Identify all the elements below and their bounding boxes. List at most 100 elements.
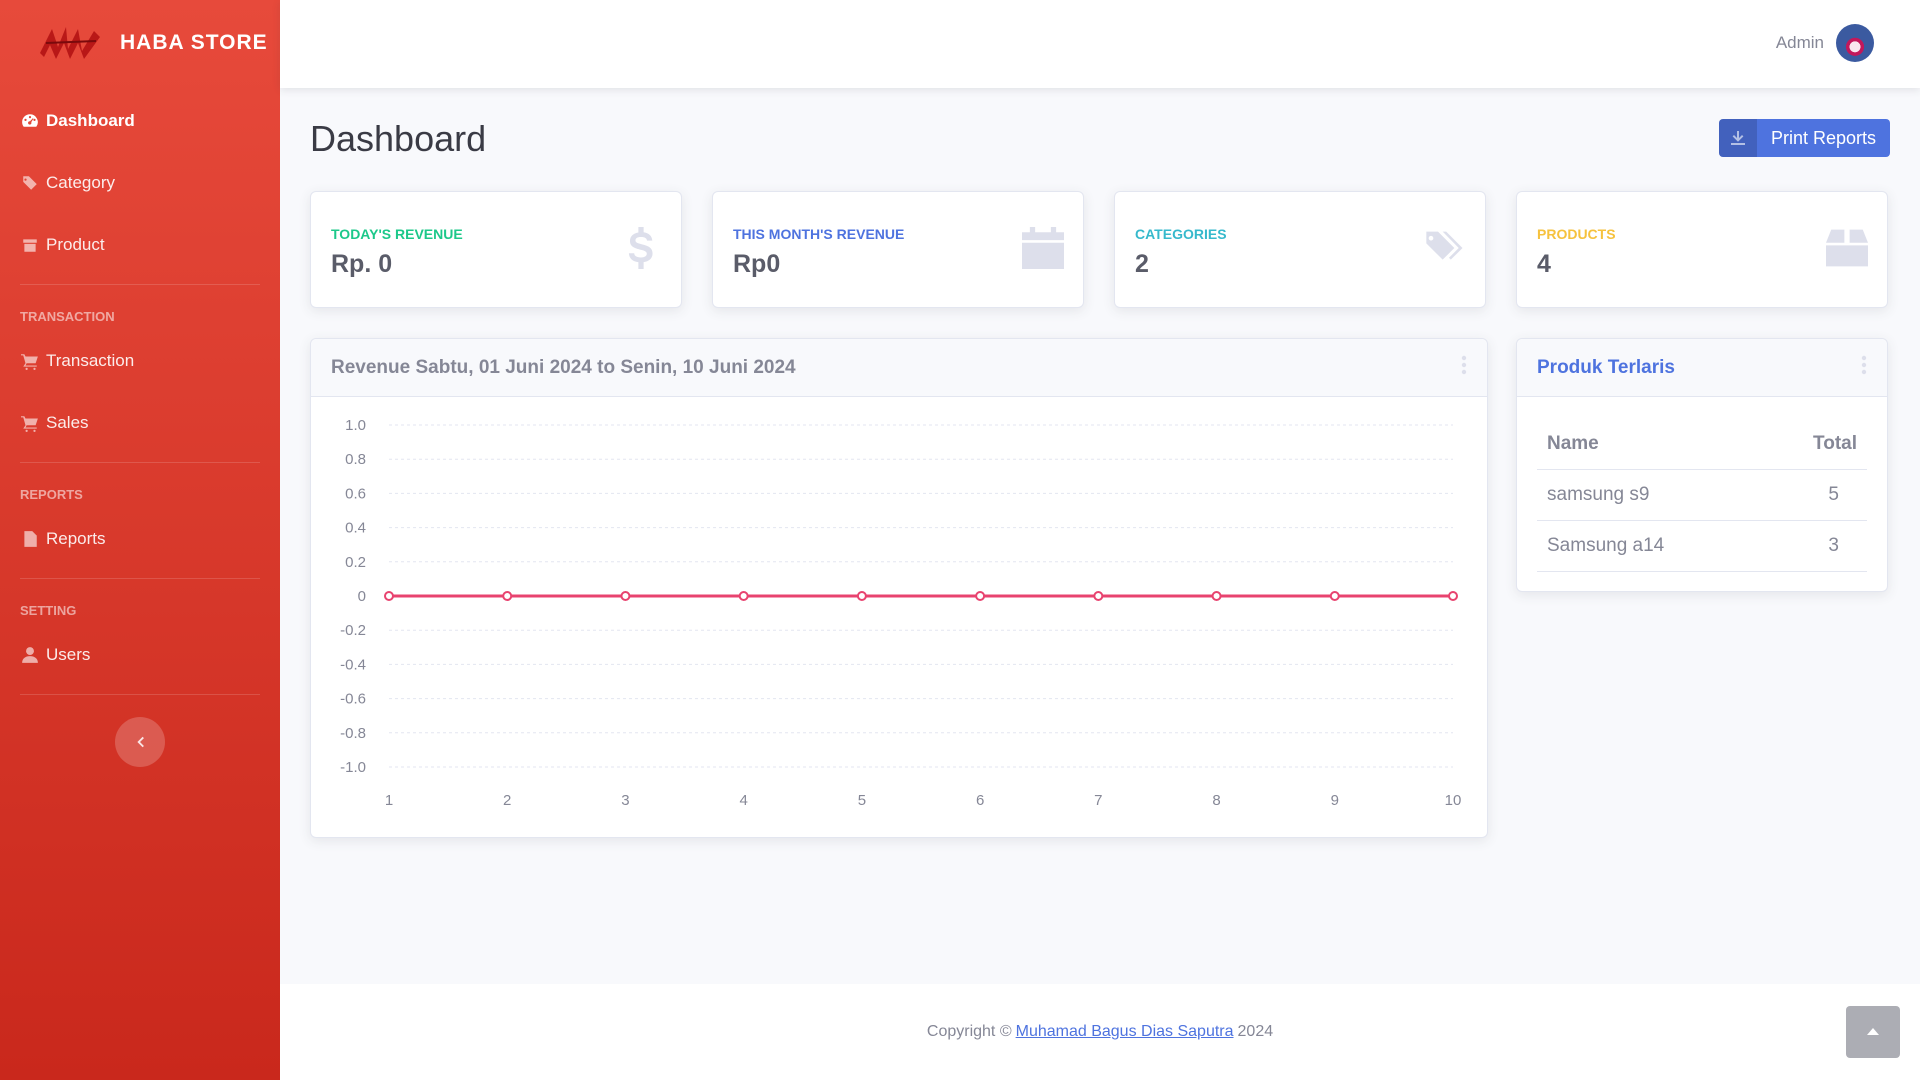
x-tick-label: 6 xyxy=(976,792,984,809)
tags-icon xyxy=(20,174,40,192)
dollar-icon xyxy=(619,226,663,270)
download-icon xyxy=(1718,119,1757,157)
avatar xyxy=(1836,24,1874,62)
x-tick-label: 10 xyxy=(1445,792,1462,809)
sidebar-item-label: Category xyxy=(46,173,115,192)
revenue-chart-title: Revenue Sabtu, 01 Juni 2024 to Senin, 10… xyxy=(331,356,796,378)
product-name: Samsung a14 xyxy=(1537,520,1763,572)
data-point xyxy=(1093,591,1104,601)
x-tick-label: 4 xyxy=(739,792,747,809)
sidebar-heading-reports: REPORTS xyxy=(20,487,83,502)
sidebar: HABA STORE Dashboard Category Product TR… xyxy=(0,0,280,1080)
product-total: 5 xyxy=(1762,469,1867,521)
y-tick-label: -0.2 xyxy=(340,622,366,639)
data-point xyxy=(502,591,513,601)
y-tick-label: 0 xyxy=(358,588,366,605)
stat-value: Rp0 xyxy=(733,250,781,278)
file-icon xyxy=(20,530,40,548)
scroll-to-top-button[interactable] xyxy=(1846,1006,1900,1058)
sidebar-heading-setting: SETTING xyxy=(20,603,77,618)
revenue-line-chart: 1.0 0.8 0.6 0.4 0.2 0 -0.2 -0.4 -0.6 -0.8 -1.0 1 2 3 4… xyxy=(340,417,1462,809)
box-icon xyxy=(20,236,40,254)
copyright-prefix: Copyright © xyxy=(926,1023,1012,1040)
card-header: Produk Terlaris xyxy=(1517,339,1887,397)
product-total: 3 xyxy=(1762,520,1867,572)
column-header-total: Total xyxy=(1762,419,1867,470)
cart-icon xyxy=(20,352,40,370)
revenue-chart-card: Revenue Sabtu, 01 Juni 2024 to Senin, 10… xyxy=(310,338,1488,838)
sidebar-divider xyxy=(20,462,260,463)
x-tick-label: 8 xyxy=(1212,792,1220,809)
tags-icon xyxy=(1423,226,1467,270)
stat-card-today-revenue: TODAY'S REVENUE Rp. 0 xyxy=(310,191,682,308)
y-tick-label: -0.4 xyxy=(340,656,366,673)
data-point xyxy=(856,591,867,601)
data-point xyxy=(975,591,986,601)
y-tick-label: 0.8 xyxy=(345,451,366,468)
sidebar-item-label: Reports xyxy=(46,529,106,548)
page-title: Dashboard xyxy=(310,118,487,159)
box-icon xyxy=(1825,226,1869,270)
user-icon xyxy=(20,646,40,664)
x-tick-label: 9 xyxy=(1331,792,1339,809)
copyright-year: 2024 xyxy=(1237,1023,1274,1040)
sidebar-item-label: Transaction xyxy=(46,351,135,370)
stat-value: Rp. 0 xyxy=(331,250,393,278)
data-point xyxy=(1448,591,1458,601)
y-tick-label: -0.8 xyxy=(340,725,366,742)
x-tick-label: 3 xyxy=(621,792,629,809)
sidebar-item-dashboard[interactable]: Dashboard xyxy=(0,90,280,152)
table-row: Samsung a14 3 xyxy=(1537,520,1867,572)
chevron-up-icon xyxy=(1867,1028,1879,1035)
y-tick-label: 0.6 xyxy=(345,485,366,502)
top-products-card: Produk Terlaris Name Total samsung s9 5 xyxy=(1516,338,1888,592)
data-point xyxy=(620,591,631,601)
top-products-table: Name Total samsung s9 5 Samsung a14 3 xyxy=(1537,419,1867,572)
user-name: Admin xyxy=(1775,33,1824,52)
sidebar-heading-transaction: TRANSACTION xyxy=(20,309,115,324)
sidebar-divider xyxy=(20,284,260,285)
data-point xyxy=(1211,591,1222,601)
sidebar-divider xyxy=(20,578,260,579)
y-tick-label: -1.0 xyxy=(340,759,366,776)
author-link[interactable]: Muhamad Bagus Dias Saputra xyxy=(1015,1023,1234,1040)
brand[interactable]: HABA STORE xyxy=(0,0,280,86)
footer: Copyright © Muhamad Bagus Dias Saputra 2… xyxy=(280,984,1920,1080)
stat-value: 4 xyxy=(1537,250,1551,278)
x-tick-label: 7 xyxy=(1094,792,1102,809)
sidebar-item-users[interactable]: Users xyxy=(0,624,280,686)
data-point xyxy=(738,591,749,601)
user-menu[interactable]: Admin xyxy=(1776,24,1874,62)
column-header-name: Name xyxy=(1537,419,1763,470)
sidebar-item-category[interactable]: Category xyxy=(0,152,280,214)
sidebar-item-label: Product xyxy=(46,235,105,254)
cart-icon xyxy=(20,414,40,432)
data-point xyxy=(1329,591,1340,601)
table-header-row: Name Total xyxy=(1537,419,1867,470)
sidebar-item-sales[interactable]: Sales xyxy=(0,392,280,454)
tachometer-icon xyxy=(20,112,40,130)
table-row: samsung s9 5 xyxy=(1537,469,1867,521)
sidebar-item-product[interactable]: Product xyxy=(0,214,280,276)
x-tick-label: 5 xyxy=(858,792,866,809)
calendar-icon xyxy=(1021,226,1065,270)
sidebar-toggle-button[interactable] xyxy=(115,717,165,767)
main-content: Dashboard Print Reports TODAY'S REVENUE … xyxy=(280,88,1920,984)
sidebar-item-label: Sales xyxy=(46,413,89,432)
print-reports-button[interactable]: Print Reports xyxy=(1718,119,1890,157)
x-tick-label: 2 xyxy=(503,792,511,809)
stat-caption: THIS MONTH'S REVENUE xyxy=(733,226,905,242)
more-vertical-icon[interactable] xyxy=(1461,355,1467,380)
stat-card-month-revenue: THIS MONTH'S REVENUE Rp0 xyxy=(712,191,1084,308)
y-tick-label: 0.2 xyxy=(345,554,366,571)
chevron-left-icon xyxy=(137,736,144,748)
more-vertical-icon[interactable] xyxy=(1861,355,1867,380)
stat-caption: PRODUCTS xyxy=(1537,226,1616,242)
stat-caption: TODAY'S REVENUE xyxy=(331,226,463,242)
stat-value: 2 xyxy=(1135,250,1149,278)
sidebar-item-label: Users xyxy=(46,645,91,664)
sidebar-item-reports[interactable]: Reports xyxy=(0,508,280,570)
stat-caption: CATEGORIES xyxy=(1135,226,1227,242)
sidebar-item-transaction[interactable]: Transaction xyxy=(0,330,280,392)
y-tick-label: 1.0 xyxy=(345,417,366,434)
